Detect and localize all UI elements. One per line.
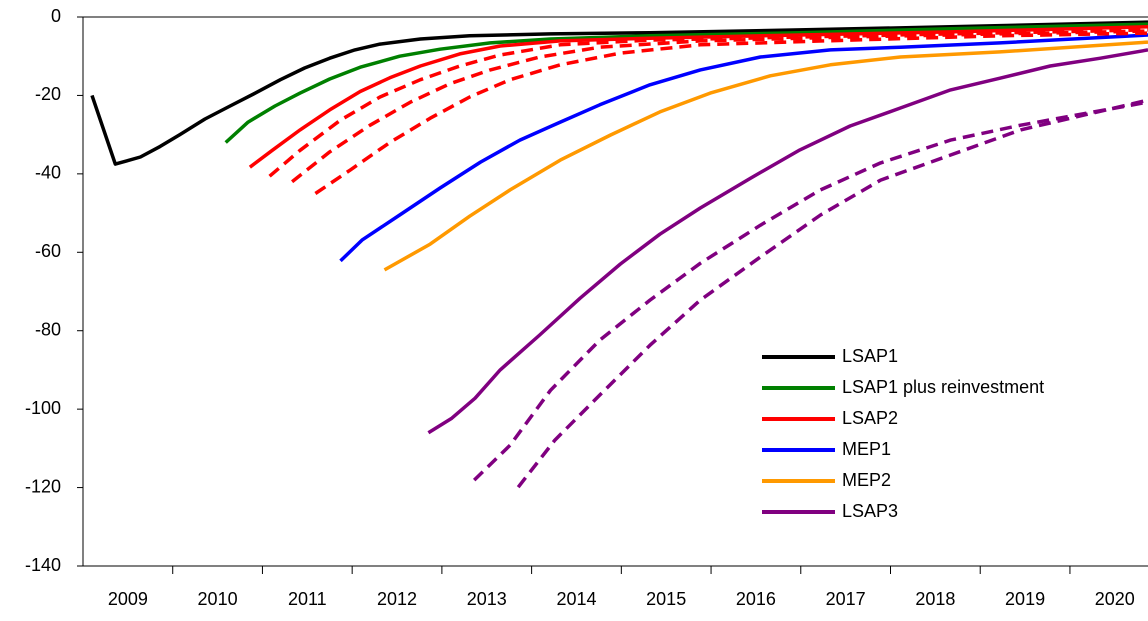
legend-label: MEP1 — [842, 439, 891, 459]
series-line — [315, 33, 1148, 193]
x-tick-label: 2012 — [377, 589, 417, 609]
y-tick-label: -40 — [35, 163, 61, 183]
y-tick-label: -80 — [35, 319, 61, 339]
x-tick-label: 2020 — [1095, 589, 1135, 609]
x-tick-label: 2011 — [288, 589, 327, 609]
x-tick-label: 2016 — [736, 589, 776, 609]
y-tick-label: -60 — [35, 241, 61, 261]
y-tick-label: -100 — [25, 398, 61, 418]
legend-label: LSAP1 plus reinvestment — [842, 377, 1044, 397]
series-line — [428, 50, 1148, 433]
x-tick-label: 2009 — [108, 589, 148, 609]
series-line — [341, 35, 1148, 261]
x-tick-label: 2018 — [915, 589, 955, 609]
y-tick-label: 0 — [51, 6, 61, 26]
y-tick-label: -140 — [25, 555, 61, 575]
series-line — [518, 100, 1148, 487]
x-tick-label: 2014 — [556, 589, 596, 609]
legend-label: LSAP3 — [842, 501, 898, 521]
y-tick-label: -20 — [35, 84, 61, 104]
x-tick-label: 2013 — [467, 589, 507, 609]
x-tick-label: 2017 — [826, 589, 866, 609]
y-tick-label: -120 — [25, 476, 61, 496]
x-tick-label: 2015 — [646, 589, 686, 609]
legend-label: LSAP1 — [842, 346, 898, 366]
series-line — [385, 42, 1148, 270]
x-tick-label: 2010 — [198, 589, 238, 609]
series-line — [474, 102, 1148, 480]
legend-label: LSAP2 — [842, 408, 898, 428]
legend-label: MEP2 — [842, 470, 891, 490]
x-tick-label: 2019 — [1005, 589, 1045, 609]
